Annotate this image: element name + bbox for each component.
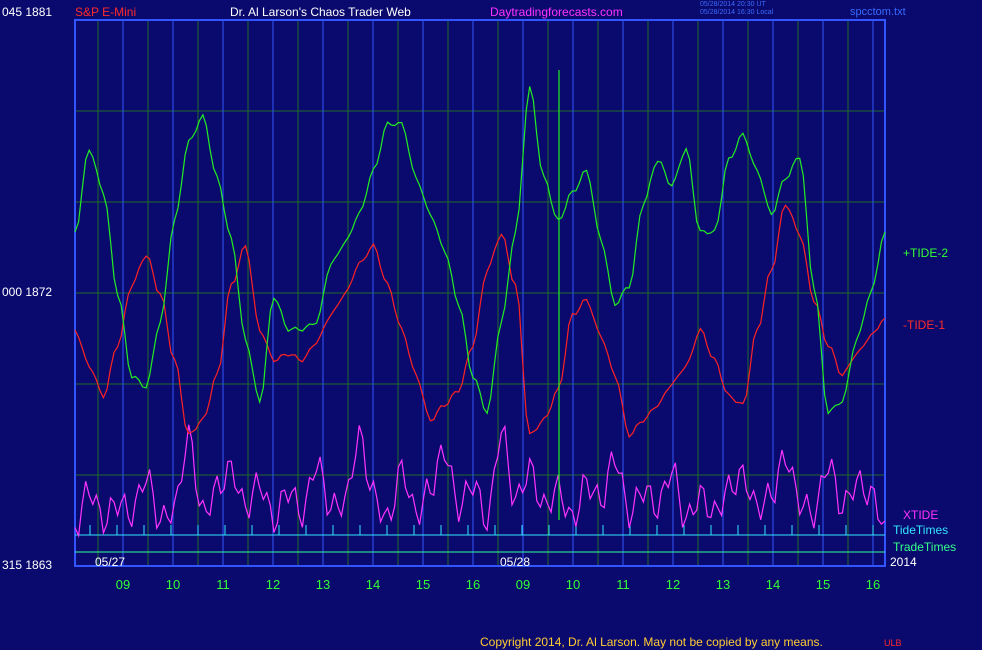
- x-tick-label: 09: [516, 577, 530, 592]
- y-mid-label: 000 1872: [2, 285, 53, 299]
- legend-xtide: XTIDE: [903, 508, 939, 522]
- x-tick-label: 12: [266, 577, 280, 592]
- x-tick-label: 13: [316, 577, 330, 592]
- x-tick-label: 11: [216, 577, 230, 592]
- x-tick-label: 14: [366, 577, 380, 592]
- series-line-tide2: [74, 86, 886, 415]
- chart-grid: [75, 110, 885, 476]
- date-label-2: 05/28: [500, 555, 531, 569]
- year-label: 2014: [890, 555, 917, 569]
- x-tick-label: 12: [666, 577, 680, 592]
- author-title: Dr. Al Larson's Chaos Trader Web: [230, 5, 411, 19]
- legend-tradetimes: TradeTimes: [893, 540, 957, 554]
- x-tick-label: 10: [566, 577, 580, 592]
- x-tick-label: 15: [816, 577, 830, 592]
- x-tick-label: 16: [866, 577, 880, 592]
- x-tick-label: 15: [416, 577, 430, 592]
- legend-tidetimes: TideTimes: [893, 523, 949, 537]
- x-tick-label: 16: [466, 577, 480, 592]
- y-top-label: 045 1881: [2, 5, 53, 19]
- date-label-1: 05/27: [95, 555, 126, 569]
- series-line-tide1: [74, 204, 886, 439]
- x-tick-label: 10: [166, 577, 180, 592]
- x-tick-label: 13: [716, 577, 730, 592]
- copyright-text: Copyright 2014, Dr. Al Larson. May not b…: [480, 635, 823, 649]
- tidetimes-ticks: [89, 525, 874, 535]
- timestamp-local: 05/28/2014 16:30 Local: [700, 9, 774, 16]
- filename-label: spcctom.txt: [850, 6, 906, 18]
- symbol-title: S&P E-Mini: [75, 5, 137, 19]
- ulb-mark: ULB: [884, 638, 902, 648]
- timestamp-utc: 05/28/2014 20:30 UT: [700, 1, 766, 8]
- site-link[interactable]: Daytradingforecasts.com: [490, 5, 623, 19]
- x-tick-labels: 09 10 11 12 13 14 15 16 09 10 11 12 13 14 15 16: [116, 577, 880, 592]
- legend-tide2: +TIDE-2: [903, 246, 949, 260]
- series-line-xtide: [74, 424, 886, 538]
- y-bottom-label: 315 1863: [2, 558, 53, 572]
- plot-frame: [74, 19, 886, 567]
- x-tick-label: 14: [766, 577, 780, 592]
- x-tick-label: 09: [116, 577, 130, 592]
- x-tick-label: 11: [616, 577, 630, 592]
- legend-tide1: -TIDE-1: [903, 318, 945, 332]
